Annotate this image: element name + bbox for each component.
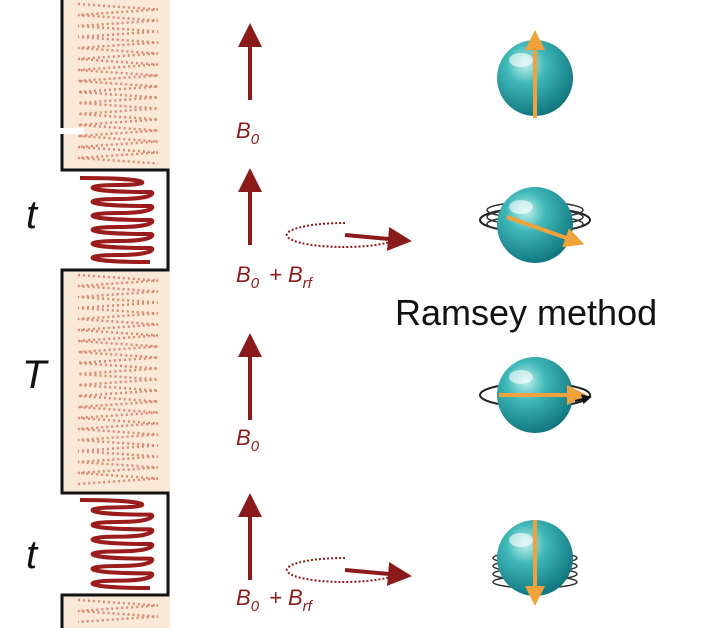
field-label-part: rf	[303, 598, 314, 615]
field-label: B0 + Brf	[236, 262, 314, 292]
field-label-part: rf	[303, 275, 314, 292]
field-label: B0	[236, 425, 260, 455]
field-label-part: + B	[269, 585, 303, 610]
field-label: B0 + Brf	[236, 585, 314, 615]
highlight	[509, 370, 533, 384]
mark	[58, 128, 84, 134]
field-label-part: B	[236, 585, 251, 610]
field-label-part: B	[236, 425, 251, 450]
field-label-part: 0	[251, 131, 260, 148]
field-label-part: 0	[251, 438, 260, 455]
field-label-part: + B	[269, 262, 303, 287]
rf-rotation	[287, 558, 400, 582]
time-label: T	[22, 353, 49, 397]
rf-rotation	[287, 223, 400, 247]
highlight	[509, 533, 533, 547]
time-label: t	[26, 193, 39, 237]
title: Ramsey method	[395, 292, 657, 333]
field-label-part: 0	[251, 275, 260, 292]
time-label: t	[26, 533, 39, 577]
field-label: B0	[236, 118, 260, 148]
highlight	[509, 200, 533, 214]
field-label-part: B	[236, 118, 251, 143]
field-label-part: B	[236, 262, 251, 287]
ramsey-diagram: t T t B0B0+ BrfB0B0+ Brf Ramsey method	[0, 0, 720, 628]
field-label-part: 0	[251, 598, 260, 615]
highlight	[509, 53, 533, 67]
rf-arrow	[345, 570, 400, 575]
rf-arrow	[345, 235, 400, 240]
